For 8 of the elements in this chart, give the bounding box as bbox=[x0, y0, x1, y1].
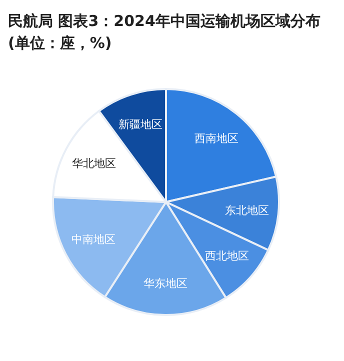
slice-label: 中南地区 bbox=[72, 232, 116, 246]
slice-label: 华北地区 bbox=[72, 157, 116, 170]
slice-label: 西北地区 bbox=[204, 249, 249, 262]
slice-label: 东北地区 bbox=[224, 204, 269, 218]
chart-title: 民航局 图表3：2024年中国运输机场区域分布(单位：座，%) bbox=[8, 11, 322, 54]
slice-label: 西南地区 bbox=[194, 132, 239, 145]
slice-label: 华东地区 bbox=[143, 276, 188, 290]
slice-label: 新疆地区 bbox=[118, 118, 163, 132]
